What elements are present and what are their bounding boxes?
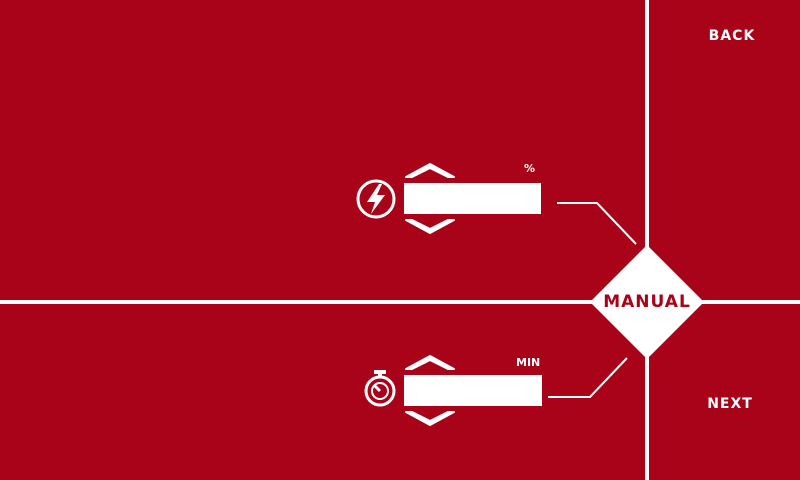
time-unit-label: MIN (516, 356, 541, 369)
back-button[interactable]: BACK (708, 28, 756, 44)
power-decrease-arrow[interactable] (404, 217, 456, 237)
time-value-field[interactable] (404, 375, 542, 406)
power-unit-label: % (524, 162, 536, 175)
stopwatch-icon (364, 370, 396, 407)
time-increase-arrow[interactable] (404, 352, 456, 372)
power-increase-arrow[interactable] (404, 160, 456, 180)
time-decrease-arrow[interactable] (404, 409, 456, 429)
lightning-bolt-icon (356, 179, 396, 219)
vertical-divider (645, 0, 649, 480)
mode-button[interactable] (590, 245, 704, 359)
power-value-field[interactable] (404, 183, 541, 214)
next-button[interactable]: NEXT (707, 396, 753, 412)
horizontal-divider (0, 300, 800, 304)
